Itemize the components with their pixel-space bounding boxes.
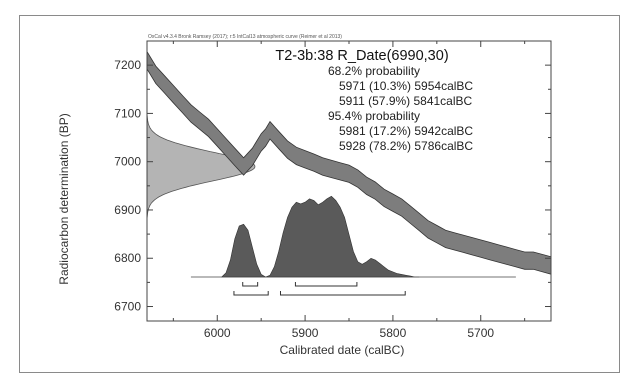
chart-frame: Radiocarbon determination (BP) Calibrate… bbox=[19, 15, 620, 373]
x-tick-label-5700: 5700 bbox=[467, 326, 494, 340]
x-axis-label: Calibrated date (calBC) bbox=[280, 343, 405, 357]
y-tick-label-7000: 7000 bbox=[114, 155, 141, 169]
range-68-bracket-0 bbox=[242, 282, 259, 287]
probability-line-2: 5911 (57.9%) 5841calBC bbox=[339, 94, 473, 108]
probability-line-4: 5981 (17.2%) 5942calBC bbox=[339, 124, 473, 138]
y-tick-label-6700: 6700 bbox=[114, 300, 141, 314]
y-tick-label-6900: 6900 bbox=[114, 203, 141, 217]
y-tick-label-7200: 7200 bbox=[114, 58, 141, 72]
radiocarbon-date-distribution bbox=[147, 115, 256, 218]
y-axis-label: Radiocarbon determination (BP) bbox=[57, 113, 71, 284]
x-tick-label-5900: 5900 bbox=[292, 326, 319, 340]
calibration-curve-band bbox=[147, 50, 551, 275]
x-tick-label-5800: 5800 bbox=[380, 326, 407, 340]
probability-line-3: 95.4% probability bbox=[328, 109, 420, 123]
y-tick-label-7100: 7100 bbox=[114, 106, 141, 120]
probability-line-0: 68.2% probability bbox=[328, 64, 420, 78]
y-tick-label-6800: 6800 bbox=[114, 251, 141, 265]
x-tick-label-6000: 6000 bbox=[204, 326, 231, 340]
probability-line-5: 5928 (78.2%) 5786calBC bbox=[339, 139, 473, 153]
calibration-chart: Radiocarbon determination (BP) Calibrate… bbox=[57, 34, 552, 357]
posterior-distribution bbox=[220, 195, 420, 278]
plot-content bbox=[147, 50, 551, 296]
range-68-bracket-1 bbox=[294, 282, 358, 287]
range-95-bracket-0 bbox=[233, 291, 269, 296]
range-95-bracket-1 bbox=[279, 291, 406, 296]
probability-line-1: 5971 (10.3%) 5954calBC bbox=[339, 79, 473, 93]
chart-title: T2-3b:38 R_Date(6990,30) bbox=[275, 48, 448, 64]
chart-header: OxCal v4.3.4 Bronk Ramsey (2017); r:5 In… bbox=[148, 34, 342, 40]
